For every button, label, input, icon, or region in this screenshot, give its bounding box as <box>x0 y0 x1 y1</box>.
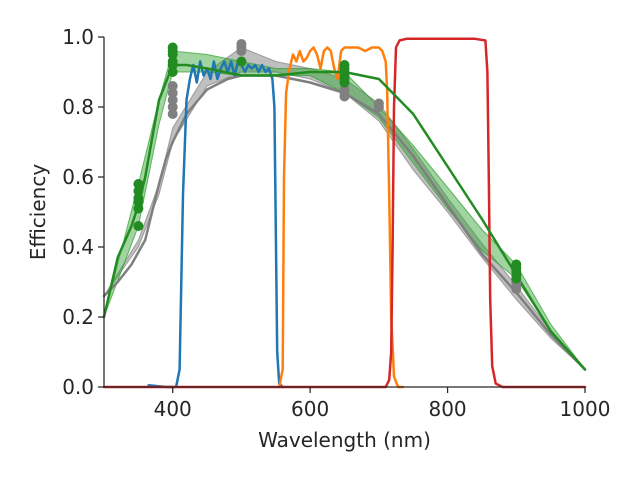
green-point <box>511 259 522 270</box>
gray-curve-line <box>102 74 587 371</box>
green-point <box>133 221 144 231</box>
green-point <box>133 193 144 203</box>
y-tick-label: 1.0 <box>62 25 94 49</box>
x-ticks: 400 600 800 1000 <box>154 387 611 421</box>
green-point <box>133 179 144 189</box>
x-tick-label: 400 <box>154 397 192 421</box>
y-tick-label: 0.4 <box>62 235 94 259</box>
gray-point <box>339 84 350 95</box>
green-point <box>133 203 144 214</box>
gray-point <box>373 98 384 109</box>
x-tick-label: 600 <box>291 397 329 421</box>
green-point <box>133 186 144 196</box>
x-tick-label: 800 <box>428 397 466 421</box>
gray-point <box>167 95 178 105</box>
scatter-points <box>133 39 522 294</box>
blue-filter-line <box>147 60 284 389</box>
red-filter-line <box>102 37 587 389</box>
y-ticks: 0.0 0.2 0.4 0.6 0.8 1.0 <box>62 25 104 399</box>
green-point <box>167 56 178 67</box>
gray-point <box>167 102 178 112</box>
orange-filter-line <box>277 46 405 389</box>
green-point <box>339 60 350 70</box>
gray-point <box>236 39 247 49</box>
gray-point <box>167 81 178 91</box>
x-tick-label: 1000 <box>560 397 611 421</box>
gray-point <box>167 88 178 98</box>
y-tick-label: 0.8 <box>62 95 94 119</box>
x-axis-label: Wavelength (nm) <box>258 428 431 452</box>
green-point <box>236 56 247 67</box>
y-tick-label: 0.2 <box>62 305 94 329</box>
green-point <box>167 67 178 77</box>
y-axis-label: Efficiency <box>26 164 50 261</box>
gray-point <box>167 109 178 119</box>
y-tick-label: 0.0 <box>62 375 94 399</box>
green-point <box>167 42 178 53</box>
y-tick-label: 0.6 <box>62 165 94 189</box>
